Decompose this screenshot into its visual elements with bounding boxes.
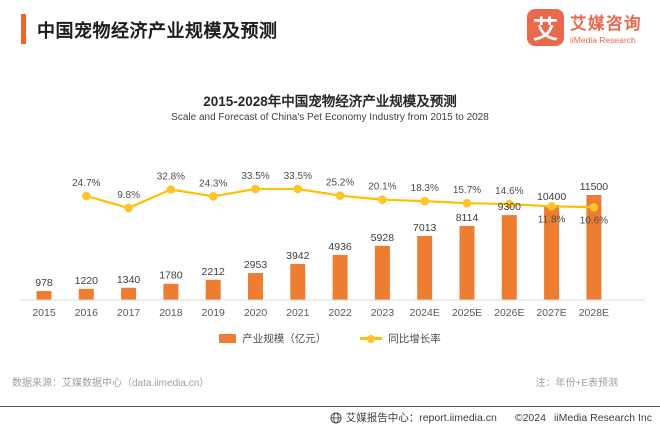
- svg-text:10400: 10400: [537, 191, 566, 203]
- growth-dot-2021: [293, 184, 303, 194]
- svg-text:8114: 8114: [456, 212, 479, 224]
- footnotes-row: 数据来源：艾媒数据中心（data.iimedia.cn） 注：年份+E表预测: [12, 374, 618, 389]
- bar-2028E: [586, 195, 602, 300]
- svg-text:33.5%: 33.5%: [284, 171, 312, 182]
- chart-title: 2015-2028年中国宠物经济产业规模及预测: [203, 94, 457, 109]
- growth-dot-2026E: [505, 199, 514, 209]
- svg-text:1780: 1780: [159, 270, 183, 282]
- svg-text:25.2%: 25.2%: [326, 178, 354, 189]
- legend-label-bar: 产业规模（亿元）: [242, 333, 327, 345]
- svg-text:978: 978: [35, 277, 53, 289]
- chart-subtitle: Scale and Forecast of China's Pet Econom…: [171, 112, 489, 123]
- legend-label-line: 同比增长率: [388, 333, 441, 345]
- svg-text:2028E: 2028E: [579, 307, 609, 319]
- growth-dot-2018: [166, 185, 176, 194]
- bar-2022: [332, 254, 348, 300]
- svg-text:2015: 2015: [32, 307, 56, 319]
- svg-text:24.3%: 24.3%: [199, 178, 227, 189]
- svg-text:2021: 2021: [286, 307, 310, 319]
- svg-text:2017: 2017: [117, 307, 141, 319]
- chart-plot: 2015 2016 2017 2018 2019 2020 2021 2022 2023 2024…: [20, 171, 645, 319]
- logo-text: 艾媒咨询 iiMedia Research: [570, 10, 642, 45]
- line-swatch-icon: [360, 334, 383, 343]
- logo-name-cn: 艾媒咨询: [570, 15, 642, 33]
- svg-text:11500: 11500: [580, 181, 609, 193]
- footer-divider: [0, 406, 660, 407]
- growth-dot-2019: [208, 192, 218, 201]
- title-accent-bar: [21, 14, 26, 44]
- iimedia-logo: 艾 艾媒咨询 iiMedia Research: [527, 9, 642, 46]
- chart-legend: 产业规模（亿元） 同比增长率: [0, 331, 660, 346]
- footer: 艾媒报告中心：report.iimedia.cn ©2024 iiMedia R…: [330, 410, 652, 424]
- svg-text:1220: 1220: [75, 275, 99, 287]
- logo-name-en: iiMedia Research: [570, 35, 636, 45]
- bar-2027E: [544, 205, 560, 300]
- svg-text:7013: 7013: [413, 222, 437, 234]
- svg-text:18.3%: 18.3%: [411, 183, 439, 194]
- svg-text:24.7%: 24.7%: [72, 178, 100, 189]
- svg-text:3942: 3942: [286, 250, 310, 262]
- svg-text:2024E: 2024E: [410, 307, 440, 319]
- bar-2018: [163, 283, 179, 300]
- bar-2024E: [417, 235, 433, 300]
- svg-text:2019: 2019: [202, 307, 226, 319]
- forecast-note: 注：年份+E表预测: [535, 378, 618, 389]
- svg-text:2026E: 2026E: [494, 307, 524, 319]
- svg-text:9300: 9300: [498, 201, 522, 213]
- svg-text:33.5%: 33.5%: [241, 171, 269, 182]
- bar-2025E: [459, 225, 475, 300]
- legend-item-growth-rate: 同比增长率: [360, 331, 441, 346]
- svg-text:2953: 2953: [244, 259, 268, 271]
- growth-dot-2027E: [547, 202, 556, 211]
- svg-text:5928: 5928: [371, 232, 395, 244]
- bar-2017: [121, 287, 137, 300]
- svg-text:9.8%: 9.8%: [117, 190, 140, 201]
- svg-text:32.8%: 32.8%: [157, 172, 185, 183]
- svg-text:2025E: 2025E: [452, 307, 482, 319]
- svg-text:2020: 2020: [244, 307, 268, 319]
- page-title: 中国宠物经济产业规模及预测: [37, 21, 278, 41]
- svg-text:11.8%: 11.8%: [538, 214, 566, 225]
- svg-text:20.1%: 20.1%: [368, 182, 396, 193]
- svg-text:14.6%: 14.6%: [495, 186, 523, 197]
- copyright-year: ©2024: [514, 411, 546, 424]
- svg-text:15.7%: 15.7%: [453, 185, 481, 196]
- bar-2026E: [501, 215, 517, 300]
- bar-2019: [205, 279, 221, 300]
- svg-text:10.6%: 10.6%: [580, 215, 608, 226]
- logo-icon-char: 艾: [532, 15, 558, 44]
- iimedia-logo-icon: 艾: [527, 9, 564, 46]
- growth-dot-2023: [378, 195, 387, 204]
- bar-2021: [290, 264, 306, 300]
- bar-2020: [248, 273, 263, 300]
- bar-2023: [374, 245, 390, 300]
- data-source-note: 数据来源：艾媒数据中心（data.iimedia.cn）: [12, 378, 210, 389]
- globe-icon: [330, 412, 342, 424]
- growth-dot-2024E: [420, 196, 430, 206]
- growth-dot-2025E: [462, 198, 472, 208]
- copyright: ©2024 iiMedia Research Inc: [515, 412, 652, 424]
- bar-swatch-icon: [219, 334, 237, 343]
- report-center-block: 艾媒报告中心：report.iimedia.cn: [330, 410, 497, 424]
- bar-2016: [78, 288, 94, 300]
- svg-text:4936: 4936: [328, 241, 352, 253]
- growth-dot-2016: [82, 191, 91, 201]
- svg-text:1340: 1340: [117, 274, 141, 286]
- growth-dot-2017: [124, 203, 133, 213]
- growth-dot-2028E: [589, 202, 599, 212]
- legend-item-industry-scale: 产业规模（亿元）: [219, 331, 326, 346]
- report-center-link: 艾媒报告中心：report.iimedia.cn: [345, 412, 497, 424]
- svg-text:2027E: 2027E: [536, 307, 566, 319]
- svg-text:2023: 2023: [371, 307, 395, 319]
- bar-2015: [36, 291, 52, 300]
- svg-text:2212: 2212: [202, 266, 226, 278]
- growth-dot-2022: [335, 191, 345, 200]
- svg-text:2022: 2022: [328, 307, 352, 319]
- copyright-name: iiMedia Research Inc: [553, 411, 652, 424]
- svg-text:2016: 2016: [75, 307, 99, 319]
- svg-text:2018: 2018: [159, 307, 183, 319]
- growth-dot-2020: [251, 184, 260, 194]
